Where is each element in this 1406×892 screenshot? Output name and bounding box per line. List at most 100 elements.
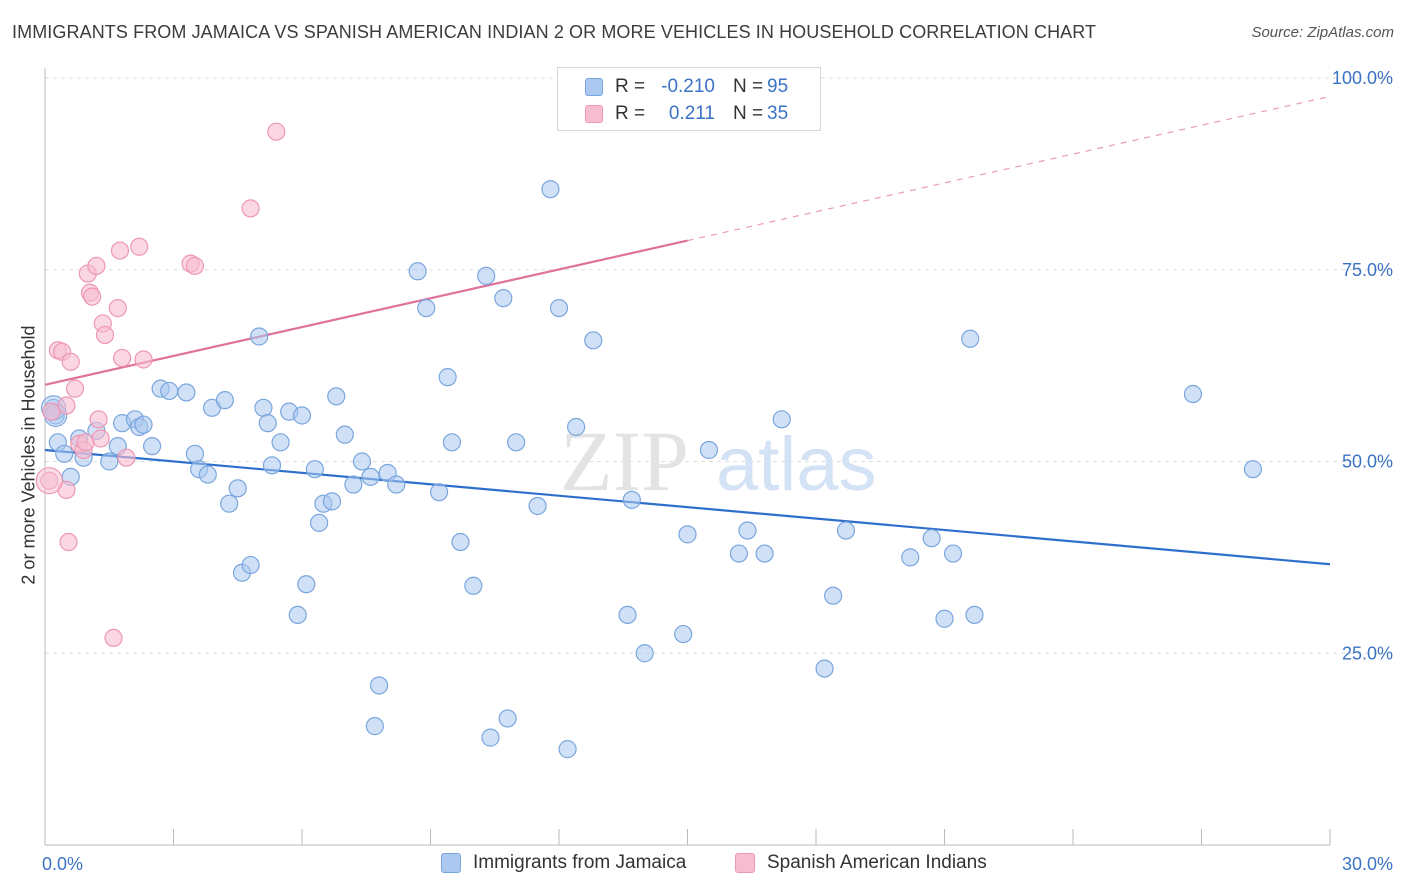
point-jamaica	[258, 414, 277, 433]
point-jamaica	[738, 521, 757, 540]
point-jamaica	[142, 437, 162, 456]
point-jamaica	[352, 452, 372, 471]
point-jamaica	[254, 398, 273, 417]
series-legend-spanish-american-indians[interactable]: Spanish American Indians	[735, 852, 987, 874]
point-jamaica	[961, 329, 980, 348]
legend-swatch-blue	[585, 78, 603, 96]
legend-swatch-pink	[585, 105, 603, 123]
point-spanish-american-indians	[89, 410, 108, 429]
point-jamaica	[815, 659, 834, 678]
point-jamaica	[635, 644, 654, 663]
stats-legend: R = -0.210 N = 95 R = 0.211 N = 35	[557, 67, 821, 131]
point-jamaica	[370, 676, 389, 695]
point-jamaica	[220, 494, 239, 513]
point-spanish-american-indians	[185, 256, 205, 276]
point-jamaica	[584, 331, 603, 350]
point-jamaica	[935, 609, 954, 628]
point-jamaica	[541, 180, 560, 199]
point-jamaica	[622, 490, 641, 509]
point-jamaica	[387, 475, 406, 494]
point-jamaica	[824, 586, 843, 605]
point-jamaica	[494, 289, 513, 308]
point-jamaica	[836, 521, 856, 540]
point-jamaica	[198, 465, 217, 484]
point-jamaica	[250, 327, 269, 346]
point-jamaica	[292, 406, 312, 425]
point-jamaica	[498, 709, 517, 728]
point-jamaica	[558, 740, 577, 759]
y-tick-label: 100.0%	[1332, 68, 1393, 88]
point-jamaica	[365, 717, 384, 736]
legend-row-jamaica: R = -0.210 N = 95	[558, 73, 788, 101]
axes	[44, 68, 1331, 846]
point-spanish-american-indians	[117, 448, 136, 467]
point-jamaica	[755, 544, 774, 563]
point-spanish-american-indians	[61, 352, 80, 371]
point-jamaica	[361, 467, 380, 486]
point-spanish-american-indians	[112, 348, 132, 368]
point-jamaica	[310, 513, 329, 532]
point-jamaica	[729, 544, 749, 563]
x-tick-label: 0.0%	[42, 854, 83, 874]
data-points	[35, 122, 1263, 759]
watermark: ZIP atlas	[560, 413, 877, 509]
point-jamaica	[674, 624, 693, 644]
point-jamaica	[100, 452, 119, 471]
point-jamaica	[678, 525, 697, 544]
point-jamaica	[965, 605, 984, 625]
legend-r-value: 0.211	[668, 103, 715, 124]
point-jamaica	[271, 433, 290, 452]
point-jamaica	[943, 544, 963, 563]
legend-n-label: N =	[733, 103, 764, 124]
point-jamaica	[134, 415, 153, 434]
point-jamaica	[417, 299, 436, 318]
y-tick-label: 75.0%	[1342, 260, 1393, 280]
point-jamaica	[408, 262, 427, 281]
point-jamaica	[241, 555, 260, 575]
series-legend-jamaica[interactable]: Immigrants from Jamaica	[441, 852, 686, 874]
point-jamaica	[55, 444, 74, 463]
point-jamaica	[442, 433, 462, 452]
point-jamaica	[922, 529, 941, 548]
point-jamaica	[288, 605, 307, 625]
point-spanish-american-indians	[35, 467, 63, 495]
trend-line-jamaica	[44, 448, 1331, 566]
point-jamaica	[477, 266, 496, 285]
point-jamaica	[327, 387, 346, 406]
source-label: Source: ZipAtlas.com	[1251, 24, 1394, 41]
trend-line-extension	[687, 95, 1331, 242]
point-spanish-american-indians	[76, 433, 95, 452]
point-spanish-american-indians	[65, 379, 85, 398]
legend-n-value: 95	[767, 76, 789, 97]
watermark-atlas: atlas	[716, 422, 877, 507]
point-spanish-american-indians	[95, 325, 115, 345]
point-jamaica	[438, 368, 457, 387]
point-jamaica	[1183, 384, 1203, 404]
point-spanish-american-indians	[134, 350, 153, 369]
point-jamaica	[322, 492, 342, 511]
point-jamaica	[177, 383, 196, 402]
point-spanish-american-indians	[83, 287, 102, 306]
point-jamaica	[772, 410, 791, 429]
legend-n-value: 35	[767, 103, 789, 124]
series-legend: Immigrants from Jamaica Spanish American…	[0, 852, 1406, 878]
point-spanish-american-indians	[108, 299, 127, 318]
legend-r-label: R =	[615, 76, 646, 97]
point-jamaica	[507, 433, 526, 452]
point-jamaica	[297, 575, 316, 594]
point-jamaica	[549, 299, 569, 318]
point-jamaica	[262, 456, 282, 475]
y-tick-label: 25.0%	[1342, 643, 1393, 663]
chart-title: IMMIGRANTS FROM JAMAICA VS SPANISH AMERI…	[12, 22, 1097, 42]
point-spanish-american-indians	[267, 122, 286, 141]
series-swatch-blue	[441, 853, 461, 873]
tick-labels: 25.0% 50.0% 75.0% 100.0% 0.0% 30.0%	[42, 68, 1393, 874]
series-swatch-pink	[735, 853, 755, 873]
point-jamaica	[464, 576, 483, 595]
point-jamaica	[528, 496, 547, 516]
point-spanish-american-indians	[110, 241, 130, 260]
point-jamaica	[160, 381, 179, 401]
point-jamaica	[228, 479, 247, 498]
point-jamaica	[567, 417, 586, 437]
